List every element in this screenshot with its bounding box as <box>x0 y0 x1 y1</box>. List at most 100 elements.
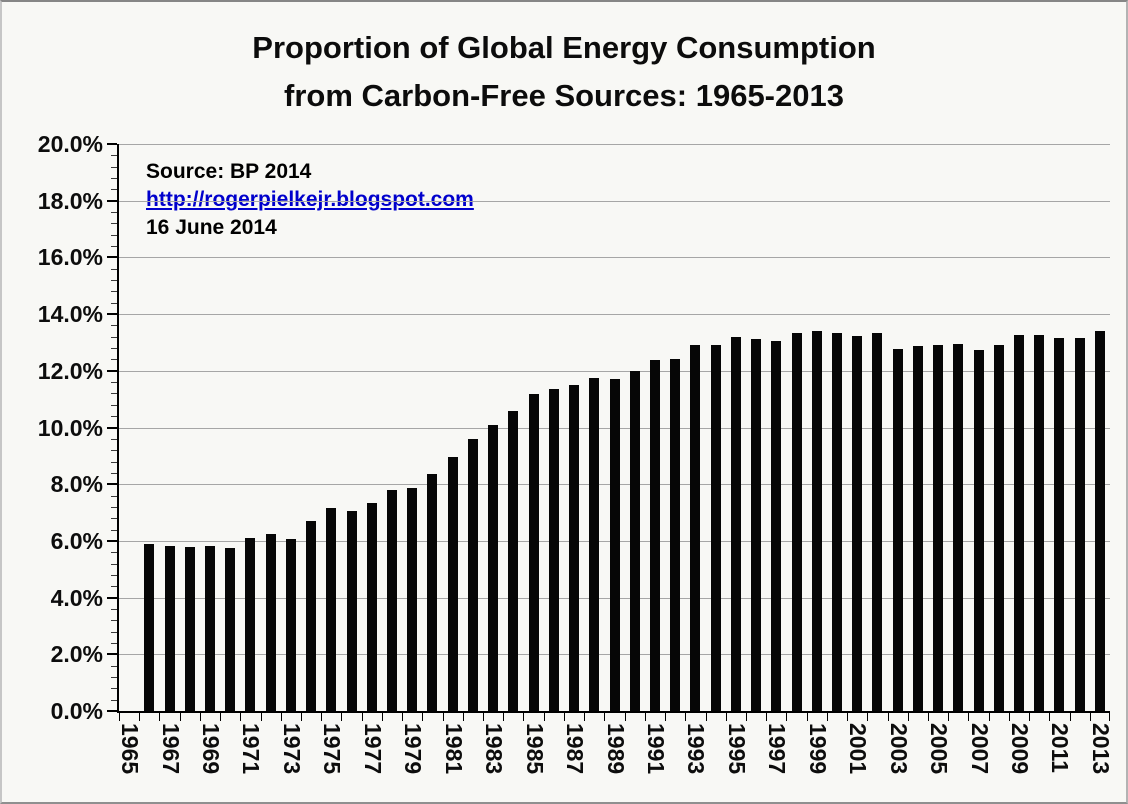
x-axis-tick <box>604 713 606 721</box>
bar-1981 <box>447 456 458 711</box>
bar-1966 <box>144 543 155 711</box>
y-axis-minor-tick <box>111 472 117 474</box>
y-axis-minor-tick <box>111 155 117 157</box>
x-axis-tick <box>119 713 120 721</box>
x-axis-tick <box>584 713 586 721</box>
y-axis-minor-tick <box>111 563 117 565</box>
bar-1974 <box>306 521 317 711</box>
x-axis-label-1981: 1981 <box>440 723 467 775</box>
x-axis-tick <box>220 713 222 721</box>
bar-1987 <box>569 384 580 711</box>
x-axis-tick <box>280 713 282 721</box>
y-axis-label-2.0%: 2.0% <box>50 641 103 668</box>
y-axis-minor-tick <box>111 223 117 225</box>
y-axis-minor-tick <box>111 495 117 497</box>
gridline-16pct <box>119 257 1110 259</box>
y-axis-minor-tick <box>111 246 117 248</box>
x-axis-tick <box>1049 713 1051 721</box>
bar-1983 <box>488 424 499 711</box>
x-axis-tick <box>968 713 970 721</box>
bar-1967 <box>164 546 175 711</box>
x-axis-label-2003: 2003 <box>885 723 912 775</box>
y-axis-minor-tick <box>111 506 117 508</box>
y-axis-minor-tick <box>111 688 117 690</box>
y-axis-major-tick <box>107 256 117 259</box>
y-axis-minor-tick <box>111 450 117 452</box>
y-axis-minor-tick <box>111 359 117 361</box>
x-axis-tick <box>301 713 303 721</box>
bar-2012 <box>1074 338 1085 711</box>
y-axis-minor-tick <box>111 620 117 622</box>
y-axis-minor-tick <box>111 393 117 395</box>
date-label: 16 June 2014 <box>146 216 277 239</box>
bar-1994 <box>710 345 721 711</box>
y-axis-major-tick <box>107 483 117 486</box>
x-axis-tick <box>1069 713 1071 721</box>
x-axis-label-2005: 2005 <box>926 723 953 775</box>
bar-1996 <box>751 339 762 711</box>
x-axis-label-1989: 1989 <box>602 723 629 775</box>
x-axis-label-1987: 1987 <box>562 723 589 775</box>
bar-1972 <box>265 533 276 711</box>
x-axis-tick <box>361 713 363 721</box>
x-axis-label-2001: 2001 <box>845 723 872 775</box>
y-axis-minor-tick <box>111 404 117 406</box>
x-axis-tick <box>988 713 990 721</box>
y-axis-minor-tick <box>111 336 117 338</box>
y-axis-minor-tick <box>111 291 117 293</box>
y-axis-minor-tick <box>111 302 117 304</box>
x-axis-tick <box>806 713 808 721</box>
y-axis-minor-tick <box>111 166 117 168</box>
bar-2007 <box>973 349 984 711</box>
bar-1980 <box>427 473 438 711</box>
bar-1971 <box>245 538 256 711</box>
y-axis-minor-tick <box>111 438 117 440</box>
bar-2008 <box>993 345 1004 711</box>
bar-1979 <box>407 488 418 711</box>
x-axis-tick <box>321 713 323 721</box>
bar-1992 <box>670 359 681 711</box>
bar-1989 <box>609 378 620 711</box>
x-axis-tick <box>1029 713 1031 721</box>
y-axis-label-8.0%: 8.0% <box>50 471 103 498</box>
bar-1993 <box>690 345 701 711</box>
blog-url-link[interactable]: http://rogerpielkejr.blogspot.com <box>146 188 474 211</box>
bar-2011 <box>1054 338 1065 711</box>
y-axis-minor-tick <box>111 382 117 384</box>
bar-2005 <box>933 345 944 711</box>
x-axis-label-1979: 1979 <box>400 723 427 775</box>
x-axis-label-1967: 1967 <box>157 723 184 775</box>
y-axis-minor-tick <box>111 178 117 180</box>
bar-1986 <box>548 388 559 711</box>
y-axis-minor-tick <box>111 574 117 576</box>
x-axis-tick <box>665 713 667 721</box>
bar-1982 <box>467 439 478 711</box>
x-axis-tick <box>563 713 565 721</box>
bar-1991 <box>649 360 660 711</box>
y-axis-major-tick <box>107 710 117 712</box>
bar-1997 <box>771 341 782 711</box>
y-axis-minor-tick <box>111 608 117 610</box>
chart-title: Proportion of Global Energy Consumption … <box>2 24 1126 120</box>
y-axis-minor-tick <box>111 268 117 270</box>
chart-title-line1: Proportion of Global Energy Consumption <box>252 30 876 65</box>
bar-1969 <box>205 546 215 711</box>
bar-1985 <box>528 393 539 711</box>
x-axis-tick <box>199 713 201 721</box>
x-axis-tick <box>462 713 464 721</box>
y-axis-minor-tick <box>111 552 117 554</box>
y-axis-minor-tick <box>111 189 117 191</box>
x-axis-label-2009: 2009 <box>1006 723 1033 775</box>
x-axis-tick <box>422 713 424 721</box>
x-axis-tick <box>543 713 545 721</box>
bar-2013 <box>1094 330 1105 711</box>
bar-2004 <box>912 345 923 711</box>
x-axis-label-1993: 1993 <box>683 723 710 775</box>
y-axis-major-tick <box>107 369 117 372</box>
y-axis-minor-tick <box>111 212 117 214</box>
x-axis-tick <box>705 713 707 721</box>
x-axis-label-2013: 2013 <box>1087 723 1114 775</box>
x-axis-tick <box>139 713 141 721</box>
x-axis-tick <box>887 713 889 721</box>
